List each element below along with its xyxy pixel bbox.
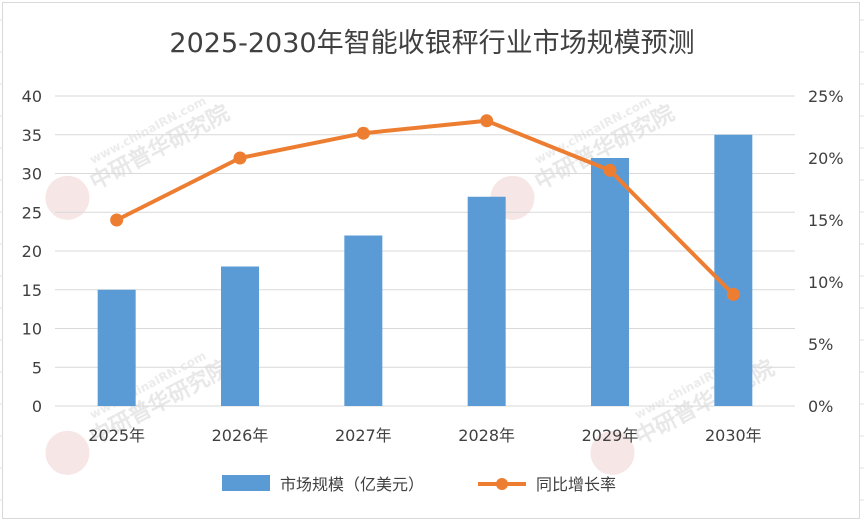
watermark-logo-icon [590, 430, 635, 475]
line-point [233, 151, 247, 165]
growth-line [115, 118, 735, 296]
y-left-tick-label: 10 [22, 320, 42, 339]
y-left-tick-label: 20 [22, 242, 42, 261]
y-left-tick-label: 5 [32, 358, 42, 377]
chart-title: 2025-2030年智能收银秤行业市场规模预测 [169, 28, 694, 59]
bar [467, 196, 506, 406]
y-right-tick-label: 20% [808, 149, 844, 168]
line-series [110, 114, 740, 301]
bar [714, 134, 753, 406]
y-left-tick-label: 0 [32, 397, 42, 416]
legend-label-bar: 市场规模（亿美元） [280, 475, 424, 494]
x-axis: 2025年 2026年 2027年 2028年 2029年 2030年 [88, 426, 761, 445]
legend: 市场规模（亿美元） 同比增长率 [222, 475, 616, 494]
y-left-tick-label: 25 [22, 203, 42, 222]
x-tick-label: 2030年 [705, 426, 762, 445]
x-tick-label: 2028年 [458, 426, 515, 445]
line-point [110, 213, 124, 227]
y-right-tick-label: 10% [808, 273, 844, 292]
y-left-tick-label: 35 [22, 126, 42, 145]
bar [97, 289, 136, 406]
line-point [726, 287, 740, 301]
y-right-tick-label: 25% [808, 87, 844, 106]
bar [221, 266, 259, 406]
watermark-logo-icon [45, 175, 90, 220]
bar-series [97, 134, 753, 406]
gridlines [55, 95, 795, 407]
y-left-tick-label: 30 [22, 165, 42, 184]
x-tick-label: 2025年 [88, 426, 145, 445]
y-left-tick-label: 40 [22, 87, 42, 106]
bar [344, 235, 383, 406]
watermark-3: 中研普华研究院 www.chinaIRN.com [45, 349, 234, 475]
line-point [356, 126, 370, 140]
legend-label-line: 同比增长率 [536, 475, 616, 494]
y-right-tick-label: 5% [808, 335, 833, 354]
line-point [480, 114, 494, 128]
watermark-logo-icon [45, 430, 90, 475]
y-right-tick-label: 0% [808, 397, 833, 416]
y-right-tick-label: 15% [808, 211, 844, 230]
y-left-tick-label: 15 [22, 281, 42, 300]
y-axis-right: 0% 5% 10% 15% 20% 25% [808, 87, 844, 416]
legend-marker-line [496, 478, 508, 490]
x-tick-label: 2029年 [582, 426, 639, 445]
line-point [603, 163, 617, 177]
x-tick-label: 2026年 [212, 426, 269, 445]
bar [591, 158, 629, 406]
watermark-layer: 中研普华研究院 www.chinaIRN.com 中研普华研究院 www.chi… [45, 94, 779, 475]
y-axis-left: 0 5 10 15 20 25 30 35 40 [22, 87, 42, 416]
legend-swatch-bar [222, 475, 270, 491]
x-tick-label: 2027年 [335, 426, 392, 445]
watermark-1: 中研普华研究院 www.chinaIRN.com [45, 94, 234, 220]
